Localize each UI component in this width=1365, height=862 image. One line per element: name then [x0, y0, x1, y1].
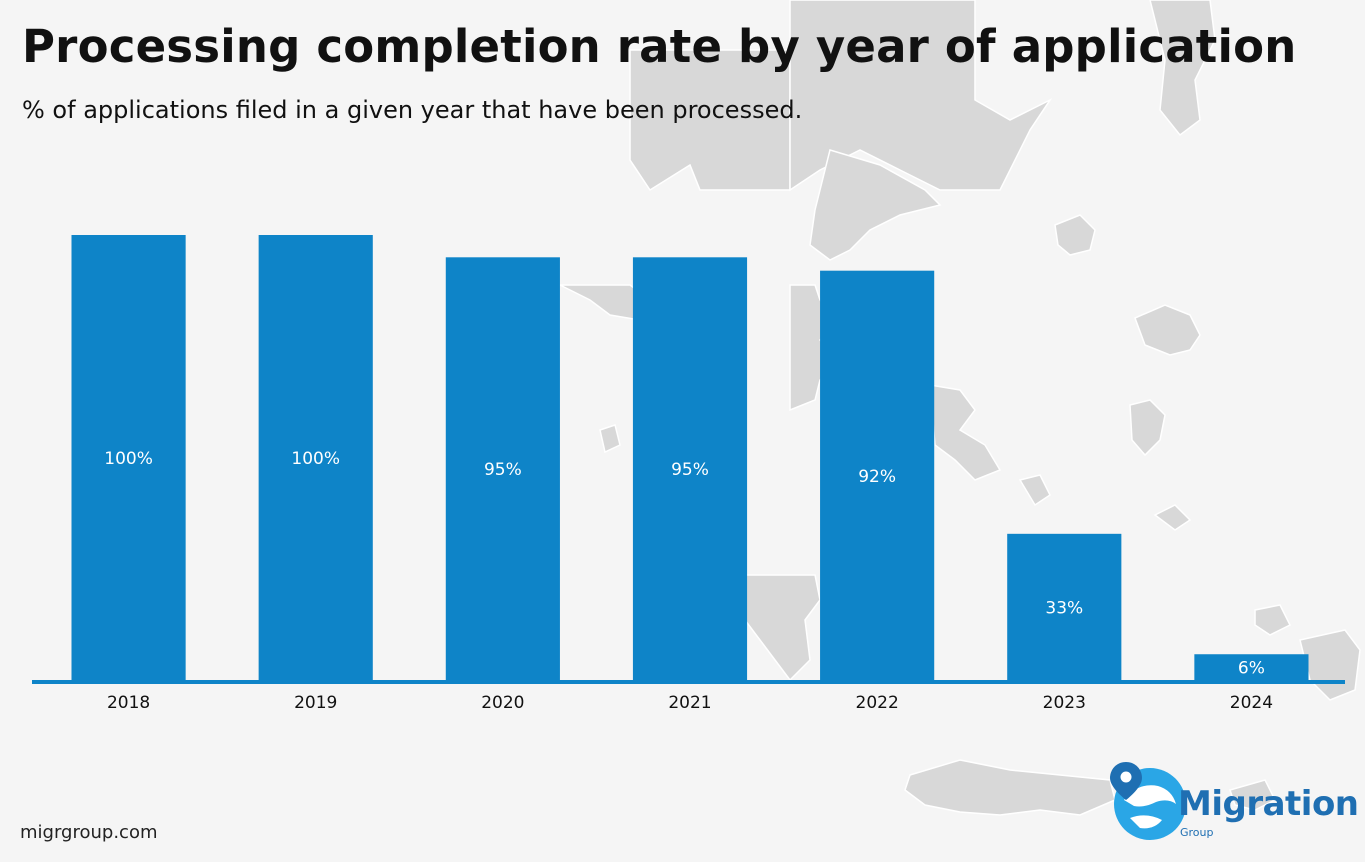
source-url: migrgroup.com	[20, 822, 158, 843]
x-tick-label-2018: 2018	[107, 693, 150, 713]
bar-2021	[632, 257, 748, 681]
bar-2022	[820, 270, 935, 681]
chart-title: Processing completion rate by year of ap…	[22, 20, 1297, 73]
globe-pin-icon	[1110, 762, 1186, 840]
chart-subtitle: % of applications filed in a given year …	[22, 96, 803, 124]
x-tick-label-2021: 2021	[668, 693, 711, 713]
logo-sub: Group	[1180, 826, 1214, 839]
data-label-2024: 6%	[1238, 659, 1265, 679]
data-label-2019: 100%	[291, 449, 340, 469]
x-tick-label-2023: 2023	[1043, 693, 1086, 713]
company-logo: Migration Group	[1110, 760, 1359, 845]
bar-2023	[1007, 533, 1122, 681]
bar-2024	[1194, 654, 1309, 681]
x-tick-label-2022: 2022	[856, 693, 899, 713]
bar-2018	[71, 235, 186, 681]
bar-2019	[258, 235, 373, 681]
bar-2020	[445, 257, 560, 681]
data-label-2021: 95%	[671, 460, 709, 480]
data-label-2018: 100%	[104, 449, 153, 469]
data-label-2023: 33%	[1045, 598, 1083, 618]
x-tick-label-2020: 2020	[481, 693, 524, 713]
x-axis-line	[32, 680, 1345, 684]
data-label-2022: 92%	[858, 467, 896, 487]
logo-name: Migration	[1178, 784, 1359, 824]
data-label-2020: 95%	[484, 460, 522, 480]
x-tick-label-2024: 2024	[1230, 693, 1273, 713]
x-tick-label-2019: 2019	[294, 693, 337, 713]
